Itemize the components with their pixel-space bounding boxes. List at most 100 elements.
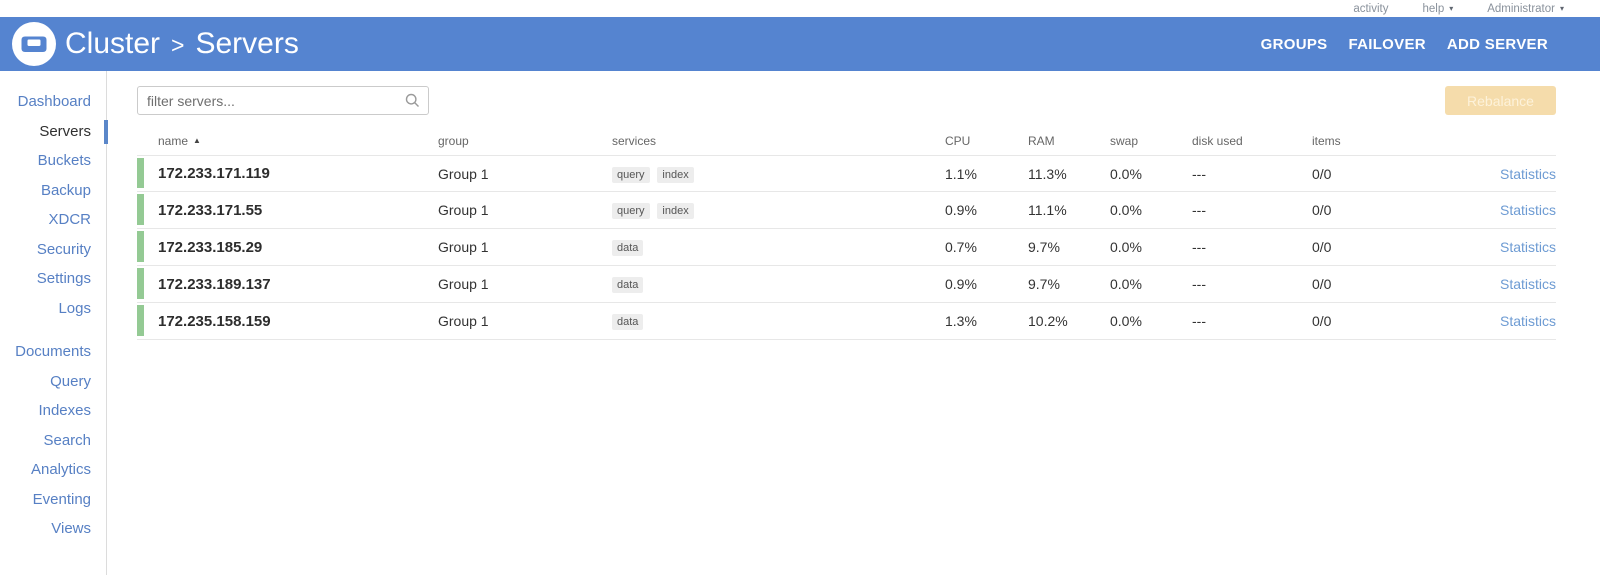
rebalance-button[interactable]: Rebalance: [1445, 86, 1556, 115]
table-row[interactable]: 172.233.171.119 Group 1 query index 1.1%…: [137, 155, 1556, 192]
sidebar-item-backup[interactable]: Backup: [40, 181, 91, 199]
filter-servers-input[interactable]: [137, 86, 429, 115]
server-cpu: 0.7%: [945, 239, 977, 255]
utility-bar: activity help ▾ Administrator ▾: [0, 0, 1600, 17]
column-header-name[interactable]: name ▲: [137, 134, 438, 148]
table-row[interactable]: 172.233.189.137 Group 1 data 0.9% 9.7% 0…: [137, 266, 1556, 303]
column-header-items: items: [1312, 134, 1341, 148]
server-name: 172.233.171.119: [158, 165, 270, 182]
server-ram: 10.2%: [1028, 313, 1068, 329]
sidebar-item-servers[interactable]: Servers: [0, 117, 108, 147]
server-group: Group 1: [438, 202, 489, 218]
help-menu-label: help: [1422, 2, 1445, 15]
statistics-link[interactable]: Statistics: [1499, 165, 1556, 182]
column-header-disk-used: disk used: [1192, 134, 1243, 148]
content-layout: Dashboard Servers Buckets Backup XDCR Se…: [0, 71, 1600, 575]
servers-toolbar: Rebalance: [137, 86, 1556, 115]
groups-button[interactable]: GROUPS: [1260, 35, 1328, 53]
sidebar-item-xdcr[interactable]: XDCR: [48, 211, 91, 228]
service-badge: index: [657, 166, 694, 183]
server-name: 172.233.171.55: [158, 201, 263, 219]
sidebar-item-documents[interactable]: Documents: [15, 343, 91, 360]
server-status-healthy-bar: [137, 268, 144, 299]
server-disk-used: ---: [1192, 239, 1206, 255]
column-header-swap: swap: [1110, 134, 1139, 148]
failover-button[interactable]: FAILOVER: [1348, 35, 1426, 53]
server-ram: 11.3%: [1028, 165, 1067, 182]
chevron-right-icon: >: [171, 31, 185, 58]
statistics-link[interactable]: Statistics: [1499, 202, 1556, 218]
app-header: Cluster > Servers GROUPS FAILOVER ADD SE…: [0, 17, 1600, 71]
server-group: Group 1: [438, 276, 489, 292]
sidebar-item-dashboard[interactable]: Dashboard: [17, 93, 91, 110]
server-name: 172.233.189.137: [158, 275, 271, 293]
server-group: Group 1: [438, 239, 489, 255]
service-badge: data: [612, 277, 644, 293]
server-disk-used: ---: [1192, 276, 1206, 292]
help-menu[interactable]: help ▾: [1422, 3, 1453, 15]
statistics-link[interactable]: Statistics: [1499, 239, 1556, 255]
sort-ascending-icon: ▲: [193, 136, 201, 145]
server-status-healthy-bar: [137, 231, 144, 262]
user-menu-label: Administrator: [1487, 2, 1555, 15]
service-badge: query: [612, 203, 650, 219]
statistics-link[interactable]: Statistics: [1499, 276, 1556, 292]
server-status-healthy-bar: [137, 194, 144, 225]
column-header-services: services: [612, 134, 657, 148]
sidebar-item-analytics[interactable]: Analytics: [30, 461, 91, 478]
column-header-name-label: name: [158, 134, 189, 148]
header-actions: GROUPS FAILOVER ADD SERVER: [1261, 36, 1600, 53]
sidebar-item-buckets[interactable]: Buckets: [37, 152, 91, 169]
server-swap: 0.0%: [1110, 276, 1142, 292]
table-row[interactable]: 172.233.185.29 Group 1 data 0.7% 9.7% 0.…: [137, 229, 1556, 266]
breadcrumb-root[interactable]: Cluster: [65, 27, 161, 60]
sidebar-item-security[interactable]: Security: [36, 240, 91, 258]
server-ram: 9.7%: [1028, 276, 1060, 292]
sidebar-secondary-group: Documents Query Indexes Search Analytics…: [0, 337, 106, 544]
server-services: data: [612, 238, 945, 256]
main-content: Rebalance name ▲ group services CPU RAM …: [107, 71, 1600, 575]
sidebar-item-logs[interactable]: Logs: [58, 299, 91, 317]
column-header-ram: RAM: [1028, 134, 1055, 148]
activity-link[interactable]: activity: [1353, 3, 1388, 15]
service-badge: index: [657, 203, 694, 219]
table-row[interactable]: 172.233.171.55 Group 1 query index 0.9% …: [137, 192, 1556, 229]
server-items: 0/0: [1312, 276, 1332, 292]
statistics-link[interactable]: Statistics: [1499, 313, 1556, 329]
sidebar-item-query[interactable]: Query: [50, 372, 91, 390]
server-cpu: 1.1%: [945, 165, 977, 182]
server-swap: 0.0%: [1110, 202, 1142, 218]
add-server-button[interactable]: ADD SERVER: [1446, 35, 1548, 53]
column-header-group: group: [438, 134, 469, 148]
service-badge: data: [612, 240, 644, 256]
sidebar-item-settings[interactable]: Settings: [36, 270, 91, 287]
chevron-down-icon: ▾: [1559, 3, 1564, 13]
server-swap: 0.0%: [1110, 165, 1142, 182]
filter-field-wrap: [137, 86, 429, 115]
server-services: data: [612, 275, 945, 293]
server-swap: 0.0%: [1110, 313, 1142, 329]
servers-table: name ▲ group services CPU RAM swap disk …: [137, 127, 1556, 340]
server-disk-used: ---: [1192, 313, 1206, 329]
server-cpu: 0.9%: [945, 202, 977, 218]
sidebar-item-indexes[interactable]: Indexes: [38, 402, 91, 419]
server-services: query index: [612, 165, 945, 183]
table-row[interactable]: 172.235.158.159 Group 1 data 1.3% 10.2% …: [137, 303, 1556, 340]
server-name: 172.233.185.29: [158, 238, 263, 256]
server-status-healthy-bar: [137, 158, 144, 188]
breadcrumb: Cluster > Servers: [65, 27, 299, 61]
server-items: 0/0: [1312, 202, 1332, 218]
page-title: Servers: [195, 27, 299, 60]
sidebar-item-views[interactable]: Views: [51, 520, 91, 537]
sidebar-item-search[interactable]: Search: [43, 431, 91, 449]
server-swap: 0.0%: [1110, 239, 1142, 255]
server-items: 0/0: [1312, 239, 1332, 255]
server-items: 0/0: [1312, 313, 1332, 329]
sidebar-item-eventing[interactable]: Eventing: [32, 490, 91, 508]
service-badge: data: [612, 314, 644, 330]
server-disk-used: ---: [1192, 165, 1206, 182]
user-menu[interactable]: Administrator ▾: [1487, 3, 1564, 15]
server-name: 172.235.158.159: [158, 312, 271, 330]
activity-link-label: activity: [1353, 2, 1389, 15]
server-group: Group 1: [438, 165, 489, 182]
